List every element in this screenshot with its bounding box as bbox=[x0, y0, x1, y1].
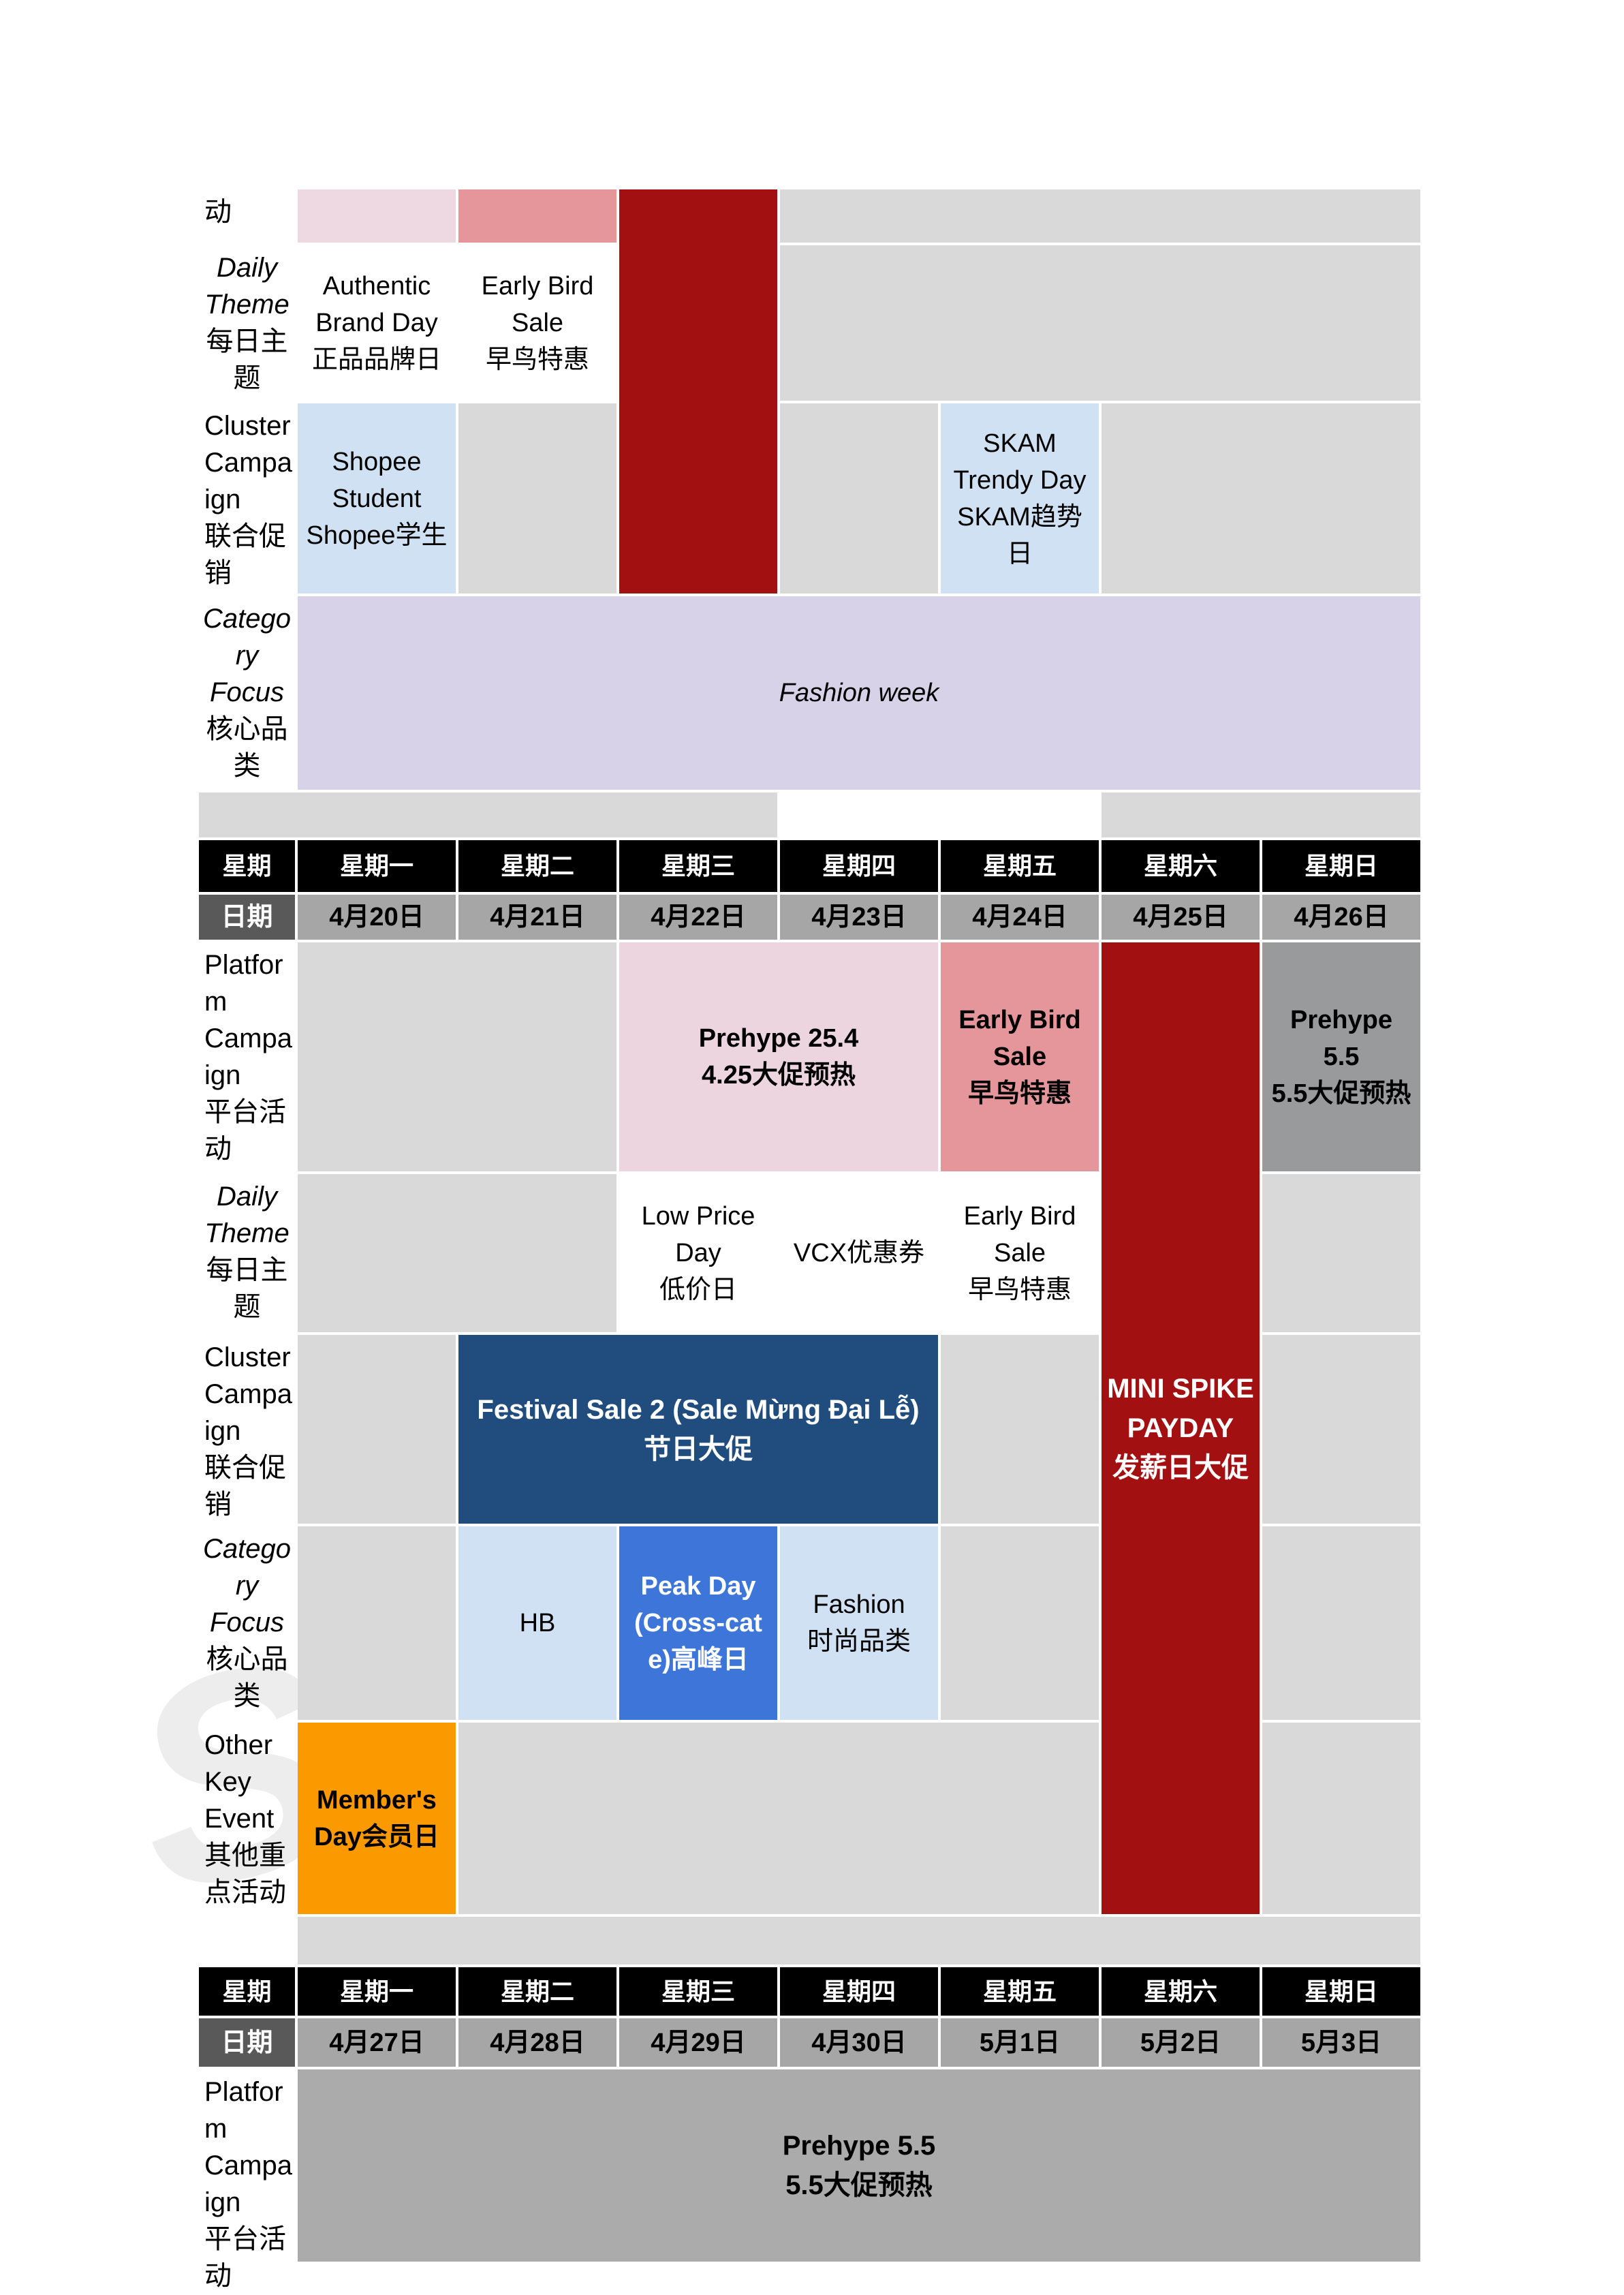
empty-cell[interactable] bbox=[780, 245, 1420, 401]
empty-cell[interactable] bbox=[1262, 1174, 1420, 1332]
cell-peak-day[interactable]: Peak Day (Cross-cat e)高峰日 bbox=[619, 1526, 777, 1720]
date-cell[interactable]: 4月21日 bbox=[458, 895, 616, 940]
row-label-category-focus-en: Catego ry Focus bbox=[203, 1534, 291, 1637]
cell-mini-spike-payday[interactable]: MINI SPIKE PAYDAY 发薪日大促 bbox=[1102, 942, 1260, 1914]
empty-cell[interactable] bbox=[1262, 1335, 1420, 1524]
weekday-header-thu[interactable]: 星期四 bbox=[780, 1967, 938, 2016]
spacer-cell[interactable] bbox=[298, 1917, 1420, 1965]
date-cell[interactable]: 4月24日 bbox=[941, 895, 1099, 940]
cell-fashion-category[interactable]: Fashion 时尚品类 bbox=[780, 1526, 938, 1720]
cell-skam-trendy-day[interactable]: SKAM Trendy Day SKAM趋势 日 bbox=[941, 403, 1099, 594]
weekday-header-thu[interactable]: 星期四 bbox=[780, 840, 938, 892]
week-block-apr27: 星期 星期一 星期二 星期三 星期四 星期五 星期六 星期日 日期 4月27日 … bbox=[199, 1967, 1420, 2295]
cell-fashion-week[interactable]: Fashion week bbox=[298, 596, 1420, 790]
empty-cell[interactable] bbox=[780, 189, 1420, 243]
cell-festival-sale-2[interactable]: Festival Sale 2 (Sale Mừng Đại Lễ) 节日大促 bbox=[458, 1335, 938, 1524]
row-label-category-focus-zh: 核心品 类 bbox=[206, 714, 288, 781]
weekday-header-label[interactable]: 星期 bbox=[199, 1967, 295, 2016]
spacer-cell[interactable] bbox=[1102, 792, 1420, 837]
empty-cell[interactable] bbox=[458, 403, 616, 594]
row-label-overflow[interactable]: 动 bbox=[204, 197, 232, 227]
empty-cell-salmon[interactable] bbox=[458, 189, 616, 243]
date-cell[interactable]: 4月26日 bbox=[1262, 895, 1420, 940]
row-label-daily-theme-zh: 每日主 题 bbox=[206, 326, 288, 393]
cell-authentic-brand-day[interactable]: Authentic Brand Day 正品品牌日 bbox=[298, 245, 456, 401]
empty-cell[interactable] bbox=[1262, 1723, 1420, 1914]
spacer-cell[interactable] bbox=[199, 792, 777, 837]
date-cell[interactable]: 4月22日 bbox=[619, 895, 777, 940]
date-cell[interactable]: 4月29日 bbox=[619, 2018, 777, 2067]
row-label-cluster-campaign[interactable]: Cluster Campa ign 联合促 销 bbox=[204, 411, 292, 588]
date-cell[interactable]: 5月3日 bbox=[1262, 2018, 1420, 2067]
empty-cell[interactable] bbox=[298, 1335, 456, 1524]
date-cell[interactable]: 5月2日 bbox=[1102, 2018, 1260, 2067]
cell-vcx-coupon[interactable]: VCX优惠券 bbox=[780, 1174, 938, 1332]
date-cell[interactable]: 4月27日 bbox=[298, 2018, 456, 2067]
week-block-apr20: 星期 星期一 星期二 星期三 星期四 星期五 星期六 星期日 日期 4月20日 … bbox=[199, 840, 1420, 1965]
date-cell[interactable]: 4月28日 bbox=[458, 2018, 616, 2067]
weekday-header-wed[interactable]: 星期三 bbox=[619, 840, 777, 892]
empty-cell[interactable] bbox=[1102, 403, 1420, 594]
row-label-daily-theme[interactable]: Daily Theme 每日主 题 bbox=[199, 1174, 295, 1332]
row-label-other-key-event[interactable]: Other Key Event 其他重 点活动 bbox=[204, 1730, 286, 1907]
date-header-label[interactable]: 日期 bbox=[199, 2018, 295, 2067]
cell-early-bird-sale-theme[interactable]: Early Bird Sale 早鸟特惠 bbox=[941, 1174, 1099, 1332]
empty-cell[interactable] bbox=[941, 1335, 1099, 1524]
cell-members-day[interactable]: Member's Day会员日 bbox=[298, 1723, 456, 1914]
cell-shopee-student[interactable]: Shopee Student Shopee学生 bbox=[298, 403, 456, 594]
weekday-header-mon[interactable]: 星期一 bbox=[298, 840, 456, 892]
week-block-top: 动 Daily Theme 每日主 题 Authentic Brand Day … bbox=[199, 189, 1420, 837]
weekday-header-fri[interactable]: 星期五 bbox=[941, 1967, 1099, 2016]
row-label-platform-campaign[interactable]: Platfor m Campa ign 平台活 动 bbox=[204, 2077, 292, 2291]
cell-prehype-5-5[interactable]: Prehype 5.5 5.5大促预热 bbox=[1262, 942, 1420, 1171]
row-label-category-focus[interactable]: Catego ry Focus 核心品 类 bbox=[199, 596, 295, 790]
weekday-header-label[interactable]: 星期 bbox=[199, 840, 295, 892]
cell-prehype-5-5-week2[interactable]: Prehype 5.5 5.5大促预热 bbox=[298, 2069, 1420, 2262]
empty-cell[interactable] bbox=[458, 1723, 1099, 1914]
row-label-daily-theme[interactable]: Daily Theme 每日主 题 bbox=[199, 245, 295, 401]
row-label-daily-theme-en: Daily Theme bbox=[204, 253, 290, 320]
empty-cell[interactable] bbox=[298, 1174, 616, 1332]
row-label-daily-theme-zh: 每日主 题 bbox=[206, 1255, 288, 1322]
cell-early-bird-sale-platform[interactable]: Early Bird Sale 早鸟特惠 bbox=[941, 942, 1099, 1171]
date-cell[interactable]: 4月20日 bbox=[298, 895, 456, 940]
weekday-header-sun[interactable]: 星期日 bbox=[1262, 1967, 1420, 2016]
weekday-header-mon[interactable]: 星期一 bbox=[298, 1967, 456, 2016]
date-header-label[interactable]: 日期 bbox=[199, 895, 295, 940]
row-label-platform-campaign[interactable]: Platfor m Campa ign 平台活 动 bbox=[204, 950, 292, 1164]
weekday-header-wed[interactable]: 星期三 bbox=[619, 1967, 777, 2016]
empty-cell[interactable] bbox=[298, 1526, 456, 1720]
row-label-category-focus-zh: 核心品 类 bbox=[206, 1644, 288, 1711]
empty-cell[interactable] bbox=[941, 1526, 1099, 1720]
row-label-daily-theme-en: Daily Theme bbox=[204, 1182, 290, 1248]
row-label-cluster-campaign[interactable]: Cluster Campa ign 联合促 销 bbox=[204, 1342, 292, 1520]
date-cell[interactable]: 5月1日 bbox=[941, 2018, 1099, 2067]
date-cell[interactable]: 4月25日 bbox=[1102, 895, 1260, 940]
date-cell[interactable]: 4月23日 bbox=[780, 895, 938, 940]
date-cell[interactable]: 4月30日 bbox=[780, 2018, 938, 2067]
empty-cell[interactable] bbox=[780, 403, 938, 594]
cell-hb[interactable]: HB bbox=[458, 1526, 616, 1720]
cell-early-bird-sale[interactable]: Early Bird Sale 早鸟特惠 bbox=[458, 245, 616, 401]
weekday-header-tue[interactable]: 星期二 bbox=[458, 840, 616, 892]
cell-prehype-25-4[interactable]: Prehype 25.4 4.25大促预热 bbox=[619, 942, 938, 1171]
weekday-header-sat[interactable]: 星期六 bbox=[1102, 840, 1260, 892]
row-label-category-focus-en: Catego ry Focus bbox=[203, 604, 291, 707]
row-label-category-focus[interactable]: Catego ry Focus 核心品 类 bbox=[199, 1526, 295, 1720]
weekday-header-sat[interactable]: 星期六 bbox=[1102, 1967, 1260, 2016]
weekday-header-tue[interactable]: 星期二 bbox=[458, 1967, 616, 2016]
weekday-header-fri[interactable]: 星期五 bbox=[941, 840, 1099, 892]
empty-cell[interactable] bbox=[298, 942, 616, 1171]
empty-cell-prehype-pink[interactable] bbox=[298, 189, 456, 243]
empty-cell[interactable] bbox=[1262, 1526, 1420, 1720]
empty-cell-dark-red-column[interactable] bbox=[619, 189, 777, 594]
weekday-header-sun[interactable]: 星期日 bbox=[1262, 840, 1420, 892]
cell-low-price-day[interactable]: Low Price Day 低价日 bbox=[619, 1174, 777, 1332]
